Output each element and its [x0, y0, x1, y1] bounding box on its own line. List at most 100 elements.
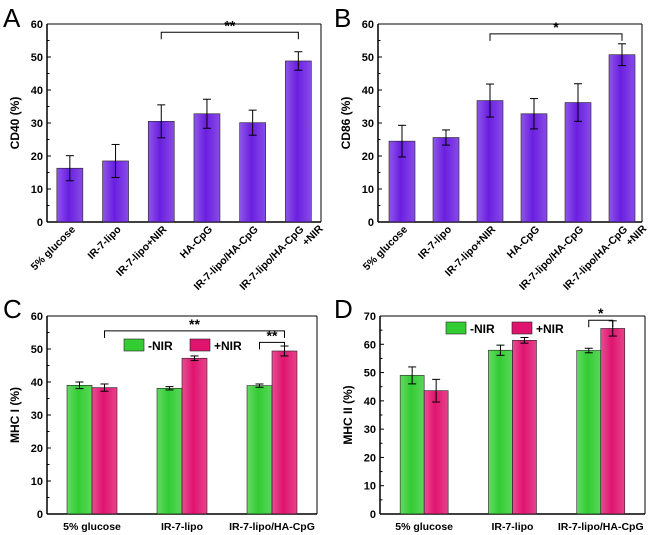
chart-b: 0 10 20 30 40 50 60 CD86 (%) 5% glucose IR-7-lipo… — [339, 19, 649, 293]
y-tick-label: 40 — [31, 85, 43, 97]
bar — [608, 54, 636, 223]
x-tick-label: IR-7-lipo — [161, 521, 203, 533]
legend-label: +NIR — [536, 322, 564, 336]
y-tick-label: 40 — [362, 85, 374, 97]
bar — [488, 349, 513, 515]
x-tick-label: 5% glucose — [29, 224, 78, 273]
x-tick-label: 5% glucose — [361, 224, 410, 273]
legend-label: -NIR — [148, 339, 173, 353]
y-tick-label: 50 — [362, 52, 374, 64]
x-tick-label: IR-7-lipo — [416, 224, 454, 262]
y-axis-label: MHC I (%) — [8, 387, 22, 443]
chart-c: 0 10 20 30 40 50 60 MHC I (%) 5% glucose IR-7-lip… — [8, 311, 318, 533]
bar — [156, 387, 183, 515]
chart-a: 0 10 20 30 40 50 60 CD40 (%) 5% glucose IR-7-lipo… — [8, 17, 326, 293]
y-tick-label: 30 — [364, 424, 376, 436]
y-axis-label: MHC II (%) — [341, 385, 355, 444]
bar — [239, 122, 266, 223]
bar — [193, 113, 221, 223]
y-tick-label: 30 — [362, 118, 374, 130]
bar — [181, 357, 208, 515]
x-tick-label: IR-7-lipo/HA-CpG — [229, 521, 315, 533]
y-tick-label: 60 — [31, 19, 43, 31]
x-tick-label-line: +NIR — [300, 223, 326, 249]
x-tick-label-line: HA-CpG — [505, 224, 542, 261]
bar — [246, 385, 273, 515]
legend-swatch — [445, 321, 467, 335]
significance-label: ** — [189, 316, 200, 332]
bar — [512, 340, 537, 515]
x-tick-label: IR-7-lipo/HA-CpG — [558, 521, 644, 533]
y-tick-label: 20 — [31, 443, 43, 455]
y-tick-label: 40 — [364, 396, 376, 408]
legend-swatch — [189, 338, 211, 352]
y-tick-label: 0 — [37, 509, 43, 521]
panel-c-letter: C — [3, 294, 22, 324]
significance-bracket — [160, 31, 299, 40]
bar — [91, 387, 118, 515]
legend-label: +NIR — [214, 339, 242, 353]
y-tick-label: 20 — [362, 151, 374, 163]
significance-bracket — [489, 33, 623, 41]
significance-bracket — [588, 319, 614, 328]
y-tick-label: 70 — [364, 311, 376, 323]
y-tick-label: 60 — [31, 311, 43, 323]
x-tick-label: IR-7-lipo — [491, 521, 533, 533]
bar — [576, 350, 602, 515]
y-tick-label: 0 — [368, 217, 374, 229]
chart-d: 0 10 20 30 40 50 60 70 MHC II (%) 5% glucose IR-7-… — [341, 305, 646, 533]
x-tick-label: 5% glucose — [63, 521, 121, 533]
significance-label: * — [553, 19, 559, 35]
significance-bracket — [259, 341, 285, 350]
x-tick-label-line: 5% glucose — [29, 224, 78, 273]
y-tick-label: 0 — [370, 509, 376, 521]
y-tick-label: 10 — [31, 476, 43, 488]
y-tick-label: 50 — [31, 344, 43, 356]
panel-d: D — [334, 294, 353, 324]
panel-b: B — [334, 3, 351, 33]
bar — [271, 350, 298, 515]
panel-c: C — [3, 294, 22, 324]
y-tick-label: 40 — [31, 377, 43, 389]
y-axis-label: CD86 (%) — [339, 97, 353, 150]
bar — [399, 375, 425, 515]
y-tick-label: 10 — [364, 481, 376, 493]
bar — [432, 137, 460, 223]
y-tick-label: 30 — [31, 410, 43, 422]
y-tick-label: 0 — [37, 217, 43, 229]
legend-swatch — [511, 321, 533, 335]
x-tick-label-line: IR-7-lipo — [416, 224, 454, 262]
y-tick-label: 60 — [364, 339, 376, 351]
bar — [600, 328, 626, 515]
panel-a: A — [3, 3, 21, 33]
y-tick-label: 10 — [362, 184, 374, 196]
bar — [423, 390, 449, 515]
bar — [520, 113, 548, 223]
y-tick-label: 20 — [364, 452, 376, 464]
bar — [476, 100, 504, 223]
x-tick-label-line: IR-7-lipo — [85, 224, 123, 262]
y-tick-label: 60 — [362, 19, 374, 31]
x-tick-label: HA-CpG — [178, 224, 215, 261]
y-tick-label: 20 — [31, 151, 43, 163]
x-tick-label: IR-7-lipo — [85, 224, 123, 262]
x-tick-label-line: HA-CpG — [178, 224, 215, 261]
panel-b-letter: B — [334, 3, 351, 33]
y-axis-label: CD40 (%) — [8, 97, 22, 150]
bar — [564, 102, 592, 223]
bar — [285, 60, 312, 223]
y-tick-label: 10 — [31, 184, 43, 196]
x-tick-label-line: +NIR — [624, 223, 649, 249]
panel-a-letter: A — [3, 3, 21, 33]
y-tick-label: 50 — [364, 368, 376, 380]
significance-label: ** — [267, 327, 278, 343]
x-tick-label-line: 5% glucose — [361, 224, 410, 273]
significance-bracket — [104, 330, 285, 338]
significance-label: * — [598, 305, 604, 321]
legend-label: -NIR — [470, 322, 495, 336]
panel-d-letter: D — [334, 294, 353, 324]
legend-swatch — [123, 338, 145, 352]
x-tick-label: 5% glucose — [395, 521, 453, 533]
significance-label: ** — [224, 17, 235, 33]
